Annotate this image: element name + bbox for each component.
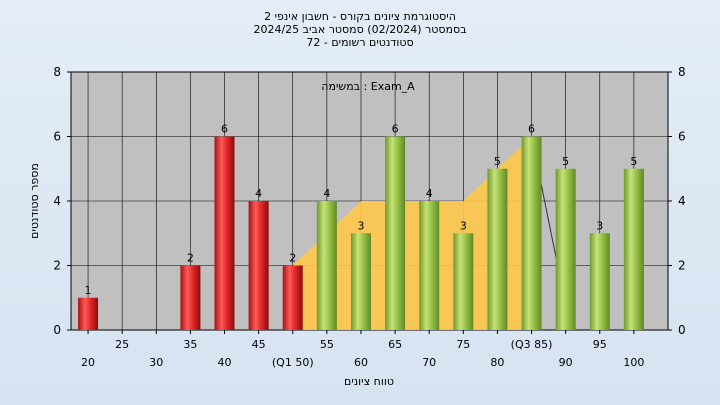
bar [589, 233, 610, 330]
x-tick-label: 100 [623, 356, 644, 369]
bar [180, 265, 201, 330]
x-tick-label: 20 [81, 356, 95, 369]
x-axis-title: טווח ציונים [344, 375, 394, 388]
bar-value-label: 3 [357, 219, 364, 232]
x-tick-label: 70 [422, 356, 436, 369]
bar-value-labels: 1 2 6 4 2 4 3 6 4 3 5 6 5 3 5 [85, 123, 638, 297]
x-tick-label: 45 [252, 338, 266, 351]
x-tick-label: 65 [388, 338, 402, 351]
bar [282, 265, 303, 330]
bar [555, 168, 576, 330]
bar [487, 168, 508, 330]
chart-title-line-2: בסמסטר (02/2024) סמסטר אביב 2024/25 [253, 23, 467, 36]
bar [350, 233, 371, 330]
bar-value-label: 4 [323, 187, 330, 200]
x-tick-label: 55 [320, 338, 334, 351]
bar-value-label: 4 [426, 187, 433, 200]
bar-value-label: 3 [596, 219, 603, 232]
bar-value-label: 4 [255, 187, 262, 200]
x-tick-label: 80 [490, 356, 504, 369]
bar [316, 201, 337, 330]
bar-value-label: 5 [494, 155, 501, 168]
y-tick-label-right: 6 [678, 130, 686, 144]
y-tick-label-left: 4 [53, 194, 61, 208]
bar-value-label: 6 [528, 123, 535, 136]
x-tick-label: (Q3 85) [511, 338, 553, 351]
bar [521, 136, 542, 330]
y-tick-label-left: 2 [53, 259, 61, 273]
bar [623, 168, 644, 330]
bar-value-label: 1 [85, 284, 92, 297]
x-tick-label: 40 [218, 356, 232, 369]
bar [385, 136, 406, 330]
bar [248, 201, 269, 330]
x-tick-label: 75 [456, 338, 470, 351]
x-tick-label: 90 [559, 356, 573, 369]
y-tick-label-left: 6 [53, 130, 61, 144]
exam-annotation: במשימה : Exam_A [321, 80, 415, 93]
y-tick-label-right: 2 [678, 259, 686, 273]
y-tick-label-left: 8 [53, 65, 61, 79]
bar-value-label: 6 [221, 123, 228, 136]
bar-value-label: 3 [460, 219, 467, 232]
bar [419, 201, 440, 330]
y-tick-label-right: 4 [678, 194, 686, 208]
bar-value-label: 2 [289, 252, 296, 265]
x-tick-label: 30 [149, 356, 163, 369]
x-tick-label: 35 [183, 338, 197, 351]
bar-value-label: 6 [392, 123, 399, 136]
x-tick-label: 25 [115, 338, 129, 351]
x-tick-label: 95 [593, 338, 607, 351]
bar [453, 233, 474, 330]
x-tick-label: 60 [354, 356, 368, 369]
bar [78, 297, 99, 330]
chart-title-line-1: היסטוגרמת ציונים בקורס - חשבון אינפי 2 [264, 10, 456, 23]
y-axis-title: מספר סטודנטים [28, 163, 41, 239]
y-tick-label-right: 0 [678, 323, 686, 337]
chart-title-line-3: סטודנטים רשומים - 72 [306, 36, 414, 49]
bar [214, 136, 235, 330]
y-tick-label-right: 8 [678, 65, 686, 79]
x-tick-label: (Q1 50) [272, 356, 314, 369]
y-tick-label-left: 0 [53, 323, 61, 337]
bar-value-label: 5 [562, 155, 569, 168]
bar-value-label: 5 [630, 155, 637, 168]
bars [78, 136, 644, 330]
bar-value-label: 2 [187, 252, 194, 265]
